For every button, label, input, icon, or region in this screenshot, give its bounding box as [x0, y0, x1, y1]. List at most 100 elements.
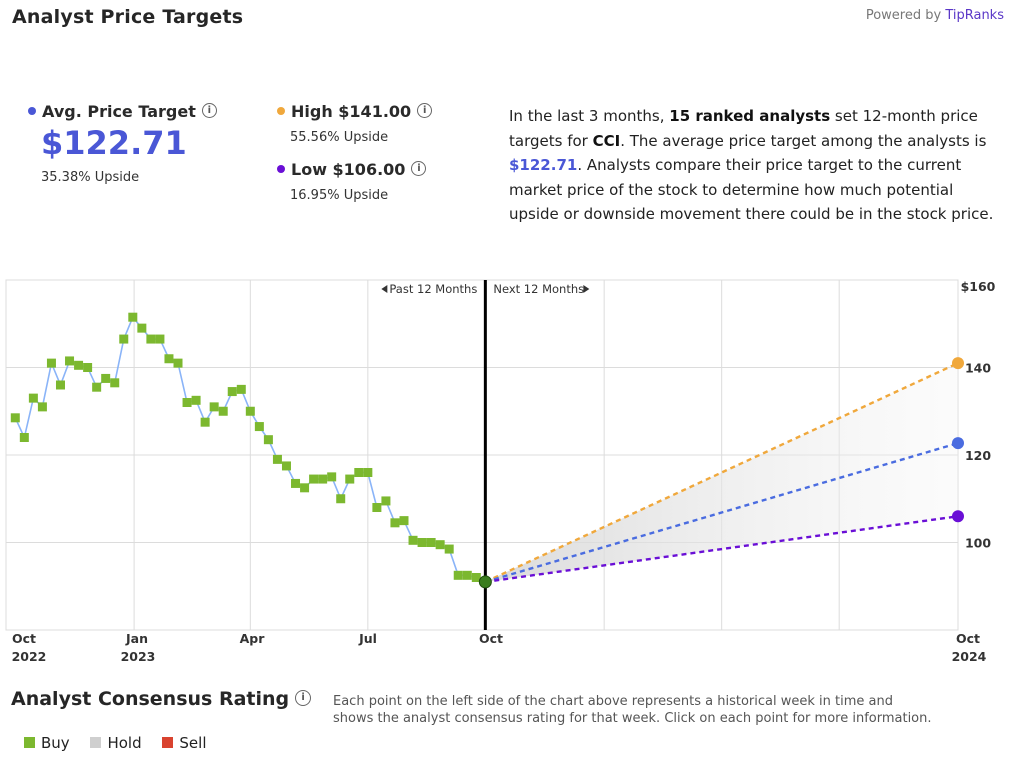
- legend-hold: Hold: [90, 734, 142, 752]
- consensus-title-text: Analyst Consensus Rating: [11, 688, 290, 710]
- history-point[interactable]: [173, 358, 183, 368]
- history-point[interactable]: [399, 516, 409, 526]
- low-label: Low $106.00: [291, 160, 406, 179]
- history-point[interactable]: [37, 402, 47, 412]
- x-tick-year-label: 2024: [952, 649, 987, 664]
- powered-by[interactable]: Powered by TipRanks: [866, 8, 1004, 23]
- history-point[interactable]: [444, 544, 454, 554]
- consensus-title: Analyst Consensus Rating i: [11, 688, 312, 710]
- y-tick-label: 100: [965, 536, 991, 551]
- history-point[interactable]: [155, 334, 165, 344]
- history-point[interactable]: [182, 398, 192, 407]
- desc-analysts: 15 ranked analysts: [669, 107, 831, 125]
- history-point[interactable]: [236, 384, 246, 394]
- y-tick-label: 120: [965, 448, 991, 463]
- history-point[interactable]: [200, 417, 210, 427]
- history-point[interactable]: [245, 406, 255, 416]
- history-point[interactable]: [390, 518, 400, 528]
- history-point[interactable]: [218, 406, 228, 416]
- history-point[interactable]: [435, 540, 445, 550]
- history-point[interactable]: [291, 478, 301, 488]
- history-point[interactable]: [74, 360, 84, 370]
- history-point[interactable]: [354, 468, 364, 477]
- desc-text-4: . Analysts compare their price target to…: [509, 156, 994, 223]
- history-point[interactable]: [209, 402, 219, 412]
- x-tick-label: Apr: [240, 631, 266, 646]
- history-point[interactable]: [327, 472, 337, 482]
- history-point[interactable]: [263, 435, 273, 445]
- history-point[interactable]: [46, 358, 56, 368]
- projection-point-avg: [952, 437, 964, 450]
- history-point[interactable]: [272, 454, 282, 464]
- price-target-chart[interactable]: Past 12 Months Next 12 Months $160 140 120 10…: [0, 262, 1024, 672]
- history-point[interactable]: [471, 573, 481, 582]
- powered-by-prefix: Powered by: [865, 8, 942, 23]
- history-point[interactable]: [453, 570, 463, 580]
- tipranks-link[interactable]: TipRanks: [945, 8, 1004, 23]
- history-point[interactable]: [227, 387, 237, 397]
- y-tick-label: $160: [961, 279, 996, 294]
- history-point[interactable]: [83, 363, 93, 372]
- history-point[interactable]: [336, 494, 346, 504]
- history-point[interactable]: [146, 334, 156, 344]
- projection-point-low: [952, 510, 964, 523]
- info-icon[interactable]: i: [411, 161, 427, 176]
- history-point[interactable]: [426, 538, 436, 547]
- desc-text-3: . The average price target among the ana…: [620, 131, 987, 150]
- projections: [478, 357, 964, 589]
- history-point[interactable]: [65, 356, 75, 366]
- history-point[interactable]: [318, 474, 328, 484]
- history-point[interactable]: [19, 433, 29, 442]
- history-point[interactable]: [119, 334, 129, 344]
- axis-labels: Past 12 Months Next 12 Months $160 140 120 10…: [12, 279, 996, 664]
- history-point[interactable]: [381, 496, 391, 506]
- legend-sell: Sell: [162, 734, 207, 752]
- history-point[interactable]: [408, 535, 418, 545]
- x-tick-year-label: 2022: [12, 649, 47, 664]
- history-point[interactable]: [345, 474, 355, 484]
- x-tick-label: Oct: [12, 631, 36, 646]
- legend-buy-label: Buy: [41, 734, 70, 752]
- low-price-target: Low $106.00 i: [277, 160, 427, 179]
- right-triangle-icon: [583, 285, 590, 293]
- avg-price-target: Avg. Price Target i: [28, 102, 217, 121]
- low-dot: [277, 164, 285, 173]
- history-point[interactable]: [55, 380, 65, 390]
- history-point[interactable]: [137, 323, 147, 333]
- next-12-months-label: Next 12 Months: [493, 282, 584, 296]
- history-point[interactable]: [101, 373, 111, 383]
- history-point[interactable]: [92, 382, 102, 392]
- history-point[interactable]: [300, 483, 310, 493]
- high-price-target: High $141.00 i: [277, 102, 433, 121]
- history-point[interactable]: [10, 413, 20, 423]
- rating-legend: Buy Hold Sell: [24, 734, 223, 752]
- history-point[interactable]: [128, 312, 138, 322]
- info-icon[interactable]: i: [201, 103, 217, 118]
- page-title: Analyst Price Targets: [12, 6, 244, 28]
- history-point[interactable]: [309, 474, 319, 484]
- projection-point-high: [952, 357, 964, 370]
- history-point[interactable]: [281, 461, 291, 471]
- x-tick-label: Jul: [358, 631, 377, 646]
- x-tick-label: Jan: [125, 631, 148, 646]
- avg-upside: 35.38% Upside: [41, 170, 140, 185]
- buy-swatch: [24, 737, 35, 748]
- avg-dot: [28, 106, 36, 115]
- history-point[interactable]: [417, 538, 427, 547]
- low-upside: 16.95% Upside: [290, 188, 389, 203]
- history-point[interactable]: [191, 395, 201, 405]
- desc-text-2: set 12-month price targets for: [509, 107, 978, 150]
- grid: [5, 279, 959, 631]
- history-point[interactable]: [372, 503, 382, 512]
- history-point[interactable]: [363, 468, 373, 477]
- history-point[interactable]: [164, 354, 174, 364]
- consensus-note: Each point on the left side of the chart…: [333, 694, 932, 726]
- info-icon[interactable]: i: [295, 689, 312, 706]
- desc-avg: $122.71: [509, 156, 578, 174]
- history-point[interactable]: [254, 422, 264, 432]
- history-point[interactable]: [28, 393, 38, 403]
- history-markers[interactable]: [10, 312, 490, 587]
- info-icon[interactable]: i: [417, 103, 433, 118]
- history-point[interactable]: [110, 378, 120, 388]
- history-point[interactable]: [462, 570, 472, 580]
